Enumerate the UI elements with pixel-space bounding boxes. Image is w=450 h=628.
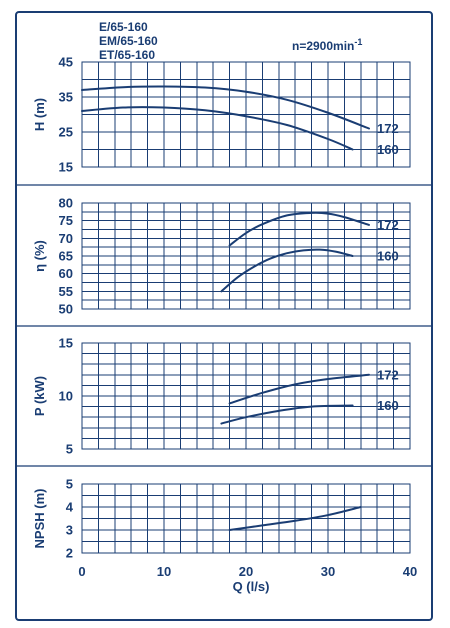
y-axis-label: NPSH (m) bbox=[32, 489, 47, 549]
series-curve-172 bbox=[228, 211, 370, 247]
series-curve-160 bbox=[220, 248, 354, 293]
series-curve-172 bbox=[228, 373, 370, 405]
plot-area bbox=[81, 61, 411, 168]
chart-panel-2: 50 55 60 65 70 75 80 η (%) 172 160 bbox=[32, 196, 411, 317]
y-tick-label: 5 bbox=[66, 442, 73, 457]
y-axis-label: P (kW) bbox=[32, 376, 47, 416]
y-tick-label: 50 bbox=[59, 302, 73, 317]
y-tick-label: 10 bbox=[59, 389, 73, 404]
series-label: 172 bbox=[377, 367, 399, 382]
series-curve-172 bbox=[81, 85, 370, 130]
series-label: 172 bbox=[377, 217, 399, 232]
x-axis-label: Q (l/s) bbox=[233, 579, 270, 594]
x-tick-label: 0 bbox=[78, 564, 85, 579]
y-tick-label: 4 bbox=[66, 500, 74, 515]
y-tick-label: 5 bbox=[66, 477, 73, 492]
y-tick-label: 3 bbox=[66, 523, 73, 538]
series-label: 160 bbox=[377, 398, 399, 413]
x-tick-label: 20 bbox=[239, 564, 253, 579]
y-tick-label: 80 bbox=[59, 196, 73, 211]
y-tick-label: 35 bbox=[59, 90, 73, 105]
x-tick-label: 10 bbox=[157, 564, 171, 579]
speed-value: n=2900min bbox=[292, 39, 354, 53]
y-tick-label: 75 bbox=[59, 213, 73, 228]
speed-label: n=2900min-1 bbox=[292, 37, 362, 53]
chart-panel-1: 15 25 35 45 H (m) 172 160 bbox=[32, 55, 411, 175]
model-name: ET/65-160 bbox=[99, 48, 155, 62]
y-tick-label: 55 bbox=[59, 284, 73, 299]
series-curve-160 bbox=[220, 404, 354, 425]
chart-panel-4: 2 3 4 5 0 10 20 30 40 NPSH (m) Q (l/s) bbox=[32, 477, 417, 595]
x-tick-label: 40 bbox=[403, 564, 417, 579]
series-label: 172 bbox=[377, 121, 399, 136]
y-tick-label: 2 bbox=[66, 546, 73, 561]
series-label: 160 bbox=[377, 142, 399, 157]
y-axis-label: η (%) bbox=[32, 240, 47, 272]
series-curve-160 bbox=[81, 106, 354, 151]
outer-frame bbox=[15, 11, 433, 621]
y-tick-label: 15 bbox=[59, 160, 73, 175]
y-tick-label: 60 bbox=[59, 266, 73, 281]
speed-exponent: -1 bbox=[354, 37, 362, 47]
model-name: EM/65-160 bbox=[99, 34, 158, 48]
chart-panel-3: 5 10 15 P (kW) 172 160 bbox=[32, 336, 411, 457]
plot-area bbox=[81, 342, 411, 450]
series-label: 160 bbox=[377, 249, 399, 264]
y-tick-label: 25 bbox=[59, 125, 73, 140]
y-tick-label: 70 bbox=[59, 231, 73, 246]
plot-area bbox=[81, 202, 411, 310]
model-name: E/65-160 bbox=[99, 20, 148, 34]
plot-area bbox=[81, 483, 411, 554]
series-curve-1 bbox=[228, 506, 362, 531]
y-tick-label: 65 bbox=[59, 249, 73, 264]
y-tick-label: 15 bbox=[59, 336, 73, 351]
x-tick-label: 30 bbox=[321, 564, 335, 579]
y-axis-label: H (m) bbox=[32, 98, 47, 131]
y-tick-label: 45 bbox=[59, 55, 73, 70]
